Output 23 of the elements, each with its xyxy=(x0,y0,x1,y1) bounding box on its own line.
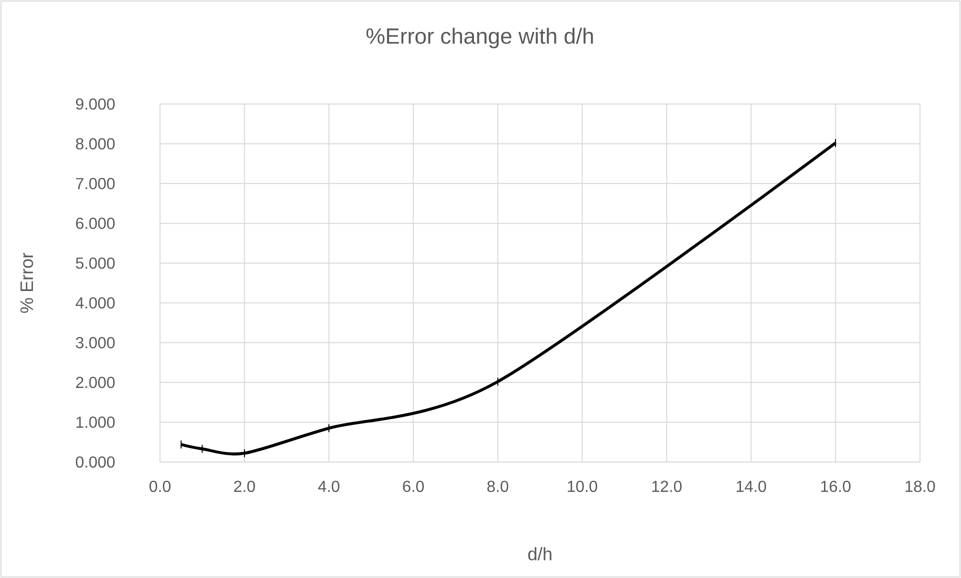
y-tick-label: 3.000 xyxy=(76,337,115,348)
chart-title: %Error change with d/h xyxy=(366,28,593,48)
y-tick-label: 7.000 xyxy=(76,178,115,190)
y-tick-label: 9.000 xyxy=(76,98,115,110)
x-tick-label: 4.0 xyxy=(318,480,340,492)
y-tick-label: 6.000 xyxy=(76,218,115,229)
x-tick-label: 8.0 xyxy=(487,480,508,492)
x-tick-label: 2.0 xyxy=(234,480,255,492)
y-tick-label: 5.000 xyxy=(76,257,115,269)
y-tick-label: 1.000 xyxy=(76,416,115,428)
x-tick-label: 16.0 xyxy=(821,480,850,492)
x-tick-label: 6.0 xyxy=(403,480,424,492)
y-tick-label: 8.000 xyxy=(76,138,115,150)
y-tick-label: 0.000 xyxy=(76,456,115,468)
x-axis-title: d/h xyxy=(528,547,552,560)
x-tick-label: 14.0 xyxy=(736,480,766,492)
y-axis-title: % Error xyxy=(20,252,34,313)
x-tick-label: 0.0 xyxy=(150,480,171,492)
x-tick-label: 12.0 xyxy=(652,480,682,492)
x-tick-label: 18.0 xyxy=(906,480,935,492)
x-tick-label: 10.0 xyxy=(568,480,598,492)
y-tick-label: 2.000 xyxy=(76,376,115,388)
y-tick-label: 4.000 xyxy=(76,297,115,309)
